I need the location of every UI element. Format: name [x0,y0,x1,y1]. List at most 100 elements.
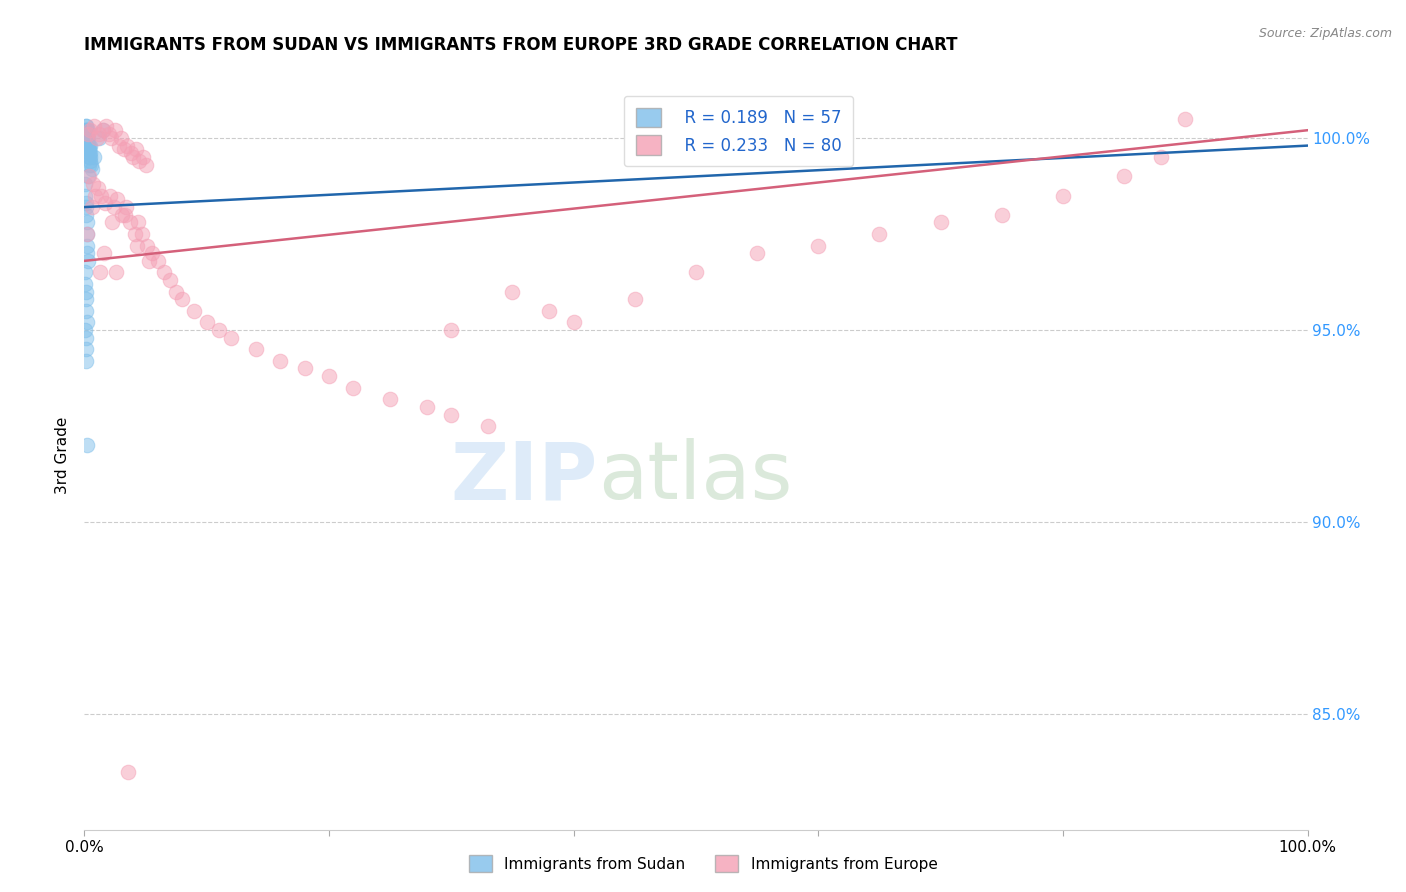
Point [80,158,103,172]
Point [75,323,97,337]
Point [75,303,97,318]
Point [807,238,830,252]
Point [477,419,499,434]
Point [75,343,97,357]
Point [991,208,1014,222]
Point [75,208,97,222]
Point [869,227,891,241]
Point [195,315,218,329]
Point [125,238,148,252]
Point [380,392,402,407]
Point [75,123,97,137]
Point [75,277,97,291]
Point [76,253,98,268]
Point [1150,150,1173,164]
Point [79,123,101,137]
Point [440,323,463,337]
Point [115,138,138,153]
Point [159,273,181,287]
Point [98,188,121,202]
Point [82,177,104,191]
Point [111,208,134,222]
Point [79,150,101,164]
Point [80,200,103,214]
Legend: Immigrants from Sudan, Immigrants from Europe: Immigrants from Sudan, Immigrants from E… [461,847,945,880]
Point [128,153,150,168]
Point [75,353,97,368]
Point [103,200,125,214]
Point [76,131,98,145]
Point [114,208,136,222]
Text: ZIP: ZIP [451,438,598,516]
Point [79,153,101,168]
Point [76,438,98,452]
Point [122,150,145,164]
Point [131,227,153,241]
Point [440,408,463,422]
Point [76,315,98,329]
Point [79,138,101,153]
Point [100,131,122,145]
Point [929,215,952,229]
Point [105,265,128,279]
Point [75,120,97,134]
Point [101,215,124,229]
Point [294,361,316,376]
Point [76,138,98,153]
Point [1114,169,1136,184]
Point [135,238,157,252]
Point [120,146,142,161]
Point [208,323,231,337]
Y-axis label: 3rd Grade: 3rd Grade [55,417,70,493]
Point [747,246,769,260]
Point [75,127,97,141]
Point [685,265,707,279]
Point [75,188,97,202]
Point [90,188,112,202]
Point [138,253,160,268]
Point [117,764,139,779]
Point [76,135,98,149]
Point [132,150,155,164]
Point [91,123,114,137]
Text: Source: ZipAtlas.com: Source: ZipAtlas.com [1258,27,1392,40]
Point [77,131,100,145]
Point [76,123,98,137]
Point [73,177,96,191]
Point [76,246,98,260]
Point [165,285,187,299]
Point [219,331,242,345]
Point [127,215,149,229]
Point [115,200,138,214]
Point [79,150,101,164]
Point [77,143,100,157]
Point [318,369,340,384]
Point [79,146,101,161]
Text: atlas: atlas [598,438,793,516]
Point [77,169,100,184]
Point [77,143,100,157]
Point [562,315,585,329]
Point [125,143,148,157]
Point [75,131,97,145]
Point [76,138,98,153]
Point [75,120,97,134]
Point [141,246,163,260]
Point [104,123,127,137]
Point [172,293,194,307]
Point [538,303,561,318]
Point [135,158,157,172]
Point [153,265,176,279]
Point [87,181,110,195]
Text: IMMIGRANTS FROM SUDAN VS IMMIGRANTS FROM EUROPE 3RD GRADE CORRELATION CHART: IMMIGRANTS FROM SUDAN VS IMMIGRANTS FROM… [84,36,957,54]
Point [624,293,647,307]
Point [245,343,267,357]
Point [86,131,108,145]
Point [84,188,107,202]
Point [94,196,117,211]
Point [75,196,97,211]
Point [97,127,120,141]
Point [77,169,100,184]
Point [75,127,97,141]
Point [96,120,118,134]
